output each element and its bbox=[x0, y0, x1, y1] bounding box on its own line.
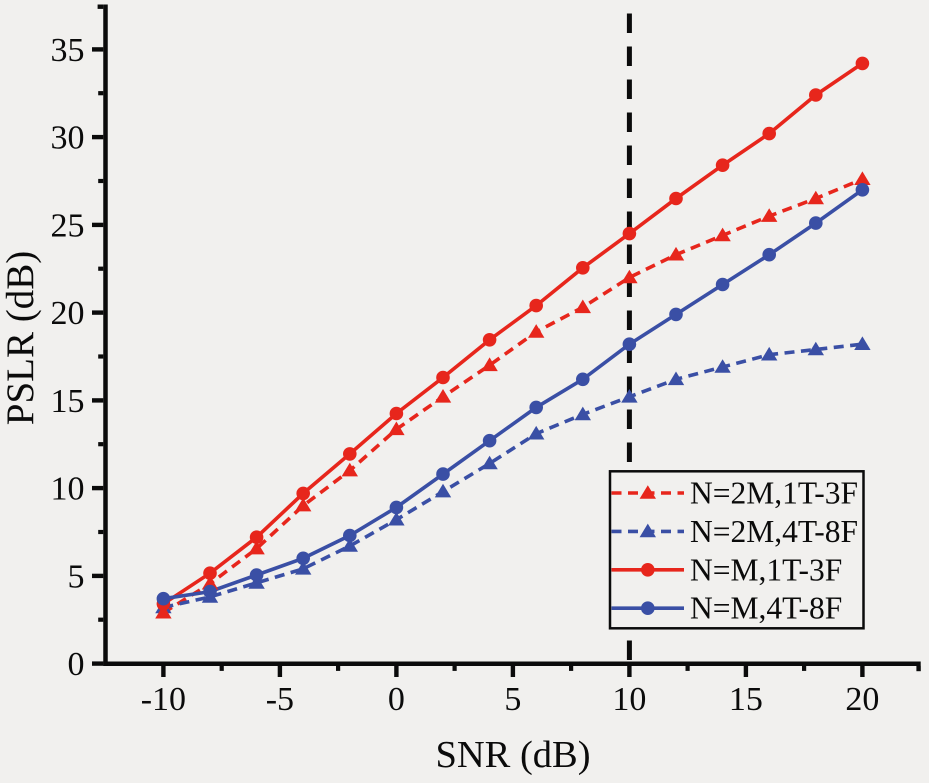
svg-text:5: 5 bbox=[504, 681, 521, 718]
svg-text:35: 35 bbox=[51, 32, 85, 69]
svg-text:-5: -5 bbox=[266, 681, 294, 718]
svg-text:30: 30 bbox=[51, 120, 85, 157]
svg-text:10: 10 bbox=[51, 471, 85, 508]
svg-text:15: 15 bbox=[729, 681, 763, 718]
svg-text:20: 20 bbox=[845, 681, 879, 718]
svg-text:N=2M,1T-3F: N=2M,1T-3F bbox=[690, 476, 858, 511]
svg-text:N=M,4T-8F: N=M,4T-8F bbox=[690, 591, 842, 626]
svg-text:10: 10 bbox=[612, 681, 646, 718]
svg-text:0: 0 bbox=[68, 646, 85, 683]
svg-text:PSLR (dB): PSLR (dB) bbox=[0, 251, 42, 425]
svg-text:0: 0 bbox=[388, 681, 405, 718]
svg-text:5: 5 bbox=[68, 558, 85, 595]
svg-text:N=2M,4T-8F: N=2M,4T-8F bbox=[690, 514, 858, 549]
svg-text:-10: -10 bbox=[141, 681, 186, 718]
svg-text:15: 15 bbox=[51, 383, 85, 420]
svg-text:SNR (dB): SNR (dB) bbox=[435, 734, 590, 776]
svg-text:25: 25 bbox=[51, 207, 85, 244]
svg-text:N=M,1T-3F: N=M,1T-3F bbox=[690, 552, 842, 587]
svg-text:20: 20 bbox=[51, 295, 85, 332]
